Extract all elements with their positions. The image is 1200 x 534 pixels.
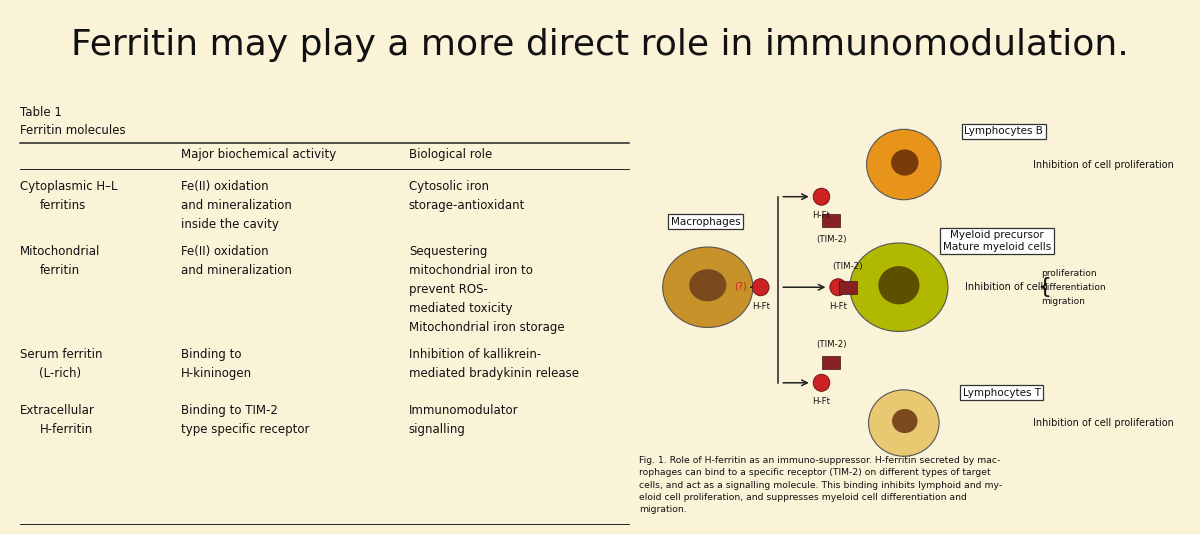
- Text: Inhibition of cell proliferation: Inhibition of cell proliferation: [1033, 160, 1174, 169]
- Text: Binding to TIM-2: Binding to TIM-2: [180, 404, 277, 417]
- Text: Lymphocytes B: Lymphocytes B: [965, 127, 1043, 136]
- Text: Mitochondrial iron storage: Mitochondrial iron storage: [409, 321, 564, 334]
- Circle shape: [814, 374, 830, 391]
- FancyBboxPatch shape: [839, 281, 857, 294]
- Text: Cytosolic iron: Cytosolic iron: [409, 179, 488, 193]
- Ellipse shape: [892, 409, 918, 433]
- Text: {: {: [1037, 277, 1051, 297]
- Text: H-kininogen: H-kininogen: [180, 367, 252, 380]
- Text: (TIM-2): (TIM-2): [816, 235, 846, 244]
- Text: (TIM-2): (TIM-2): [833, 262, 863, 271]
- Text: Major biochemical activity: Major biochemical activity: [180, 148, 336, 161]
- Text: Inhibition of cell: Inhibition of cell: [965, 282, 1043, 292]
- Text: mitochondrial iron to: mitochondrial iron to: [409, 264, 533, 277]
- FancyBboxPatch shape: [822, 356, 840, 369]
- Text: prevent ROS-: prevent ROS-: [409, 283, 487, 296]
- Text: Binding to: Binding to: [180, 348, 241, 360]
- Text: migration: migration: [1042, 297, 1085, 306]
- Text: Serum ferritin: Serum ferritin: [20, 348, 102, 360]
- Ellipse shape: [866, 129, 941, 200]
- Text: Biological role: Biological role: [409, 148, 492, 161]
- Text: H-Ft: H-Ft: [812, 211, 830, 221]
- Text: Fig. 1. Role of H-ferritin as an immuno-suppressor. H-ferritin secreted by mac-
: Fig. 1. Role of H-ferritin as an immuno-…: [640, 456, 1002, 514]
- Text: Table 1: Table 1: [20, 106, 61, 119]
- Text: Ferritin may play a more direct role in immunomodulation.: Ferritin may play a more direct role in …: [71, 28, 1129, 62]
- Text: Inhibition of kallikrein-: Inhibition of kallikrein-: [409, 348, 541, 360]
- Text: mediated toxicity: mediated toxicity: [409, 302, 512, 316]
- Circle shape: [752, 279, 769, 296]
- Text: Mitochondrial: Mitochondrial: [20, 245, 101, 258]
- Text: Ferritin molecules: Ferritin molecules: [20, 124, 126, 137]
- Text: Fe(II) oxidation: Fe(II) oxidation: [180, 245, 268, 258]
- Ellipse shape: [869, 390, 940, 456]
- Text: and mineralization: and mineralization: [180, 199, 292, 211]
- Text: type specific receptor: type specific receptor: [180, 423, 310, 436]
- Text: Lymphocytes T: Lymphocytes T: [962, 388, 1040, 398]
- Circle shape: [830, 279, 846, 296]
- Text: ferritins: ferritins: [40, 199, 85, 211]
- Ellipse shape: [850, 243, 948, 332]
- Text: Myeloid precursor
Mature myeloid cells: Myeloid precursor Mature myeloid cells: [943, 230, 1051, 252]
- Text: (TIM-2): (TIM-2): [816, 340, 846, 349]
- Text: signalling: signalling: [409, 423, 466, 436]
- Text: Extracellular: Extracellular: [20, 404, 95, 417]
- Text: inside the cavity: inside the cavity: [180, 218, 278, 231]
- Ellipse shape: [878, 266, 919, 304]
- Text: H-ferritin: H-ferritin: [40, 423, 92, 436]
- Text: Fe(II) oxidation: Fe(II) oxidation: [180, 179, 268, 193]
- FancyBboxPatch shape: [822, 214, 840, 227]
- Ellipse shape: [689, 269, 726, 301]
- Text: H-Ft: H-Ft: [751, 302, 769, 311]
- Text: mediated bradykinin release: mediated bradykinin release: [409, 367, 578, 380]
- Circle shape: [814, 188, 830, 205]
- Ellipse shape: [662, 247, 752, 327]
- Text: (L-rich): (L-rich): [40, 367, 82, 380]
- Text: differentiation: differentiation: [1042, 282, 1105, 292]
- Text: proliferation: proliferation: [1042, 269, 1097, 278]
- Text: Macrophages: Macrophages: [671, 217, 740, 227]
- Text: (?): (?): [734, 281, 748, 291]
- Text: ferritin: ferritin: [40, 264, 79, 277]
- Text: storage-antioxidant: storage-antioxidant: [409, 199, 526, 211]
- Text: Cytoplasmic H–L: Cytoplasmic H–L: [20, 179, 118, 193]
- Text: H-Ft: H-Ft: [812, 397, 830, 406]
- Text: Inhibition of cell proliferation: Inhibition of cell proliferation: [1033, 418, 1174, 428]
- Text: H-Ft: H-Ft: [829, 302, 847, 311]
- Text: Sequestering: Sequestering: [409, 245, 487, 258]
- Ellipse shape: [892, 150, 918, 176]
- Text: and mineralization: and mineralization: [180, 264, 292, 277]
- Text: Immunomodulator: Immunomodulator: [409, 404, 518, 417]
